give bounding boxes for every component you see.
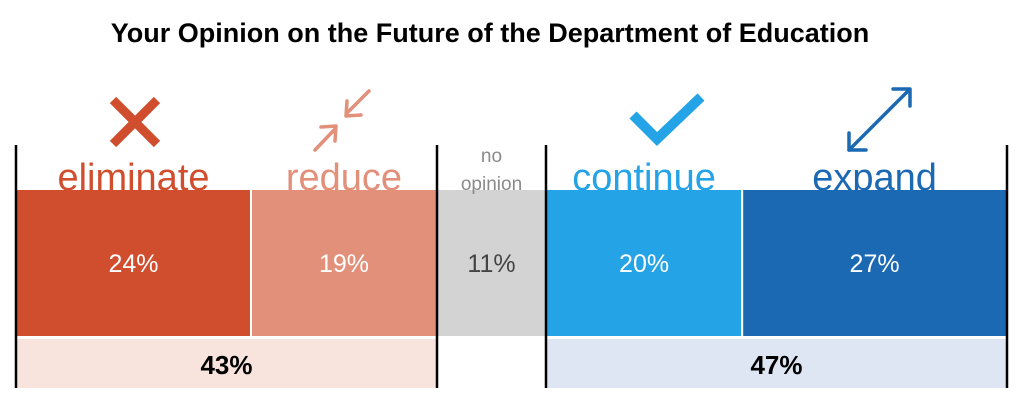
chart-title: Your Opinion on the Future of the Depart… — [110, 18, 870, 48]
category-label-no-opinion-line1: no — [481, 146, 502, 167]
x-mark-icon — [109, 96, 161, 148]
category-label-no-opinion-line2: opinion — [461, 174, 522, 195]
bar-continue — [546, 190, 743, 336]
value-label-reduce: 19% — [319, 250, 369, 278]
bar-eliminate — [16, 190, 251, 336]
value-label-expand: 27% — [850, 250, 900, 278]
value-label-continue: 20% — [619, 250, 669, 278]
expand-arrows-icon — [847, 87, 912, 152]
group-total-label: 43% — [200, 350, 252, 380]
bar-reduce — [250, 190, 437, 336]
check-mark-icon — [629, 93, 705, 146]
group-box-decrease — [16, 339, 437, 388]
value-label-no-opinion: 11% — [467, 250, 515, 278]
category-label-reduce: reduce — [286, 157, 402, 199]
bar-expand — [742, 190, 1007, 336]
category-label-expand: expand — [812, 157, 937, 199]
bar-no-opinion — [437, 190, 546, 336]
category-label-eliminate: eliminate — [57, 157, 209, 199]
group-total-label: 47% — [750, 350, 802, 380]
compress-arrows-icon — [313, 89, 371, 152]
category-label-continue: continue — [572, 157, 716, 199]
group-box-increase — [546, 339, 1007, 388]
value-label-eliminate: 24% — [108, 250, 158, 278]
